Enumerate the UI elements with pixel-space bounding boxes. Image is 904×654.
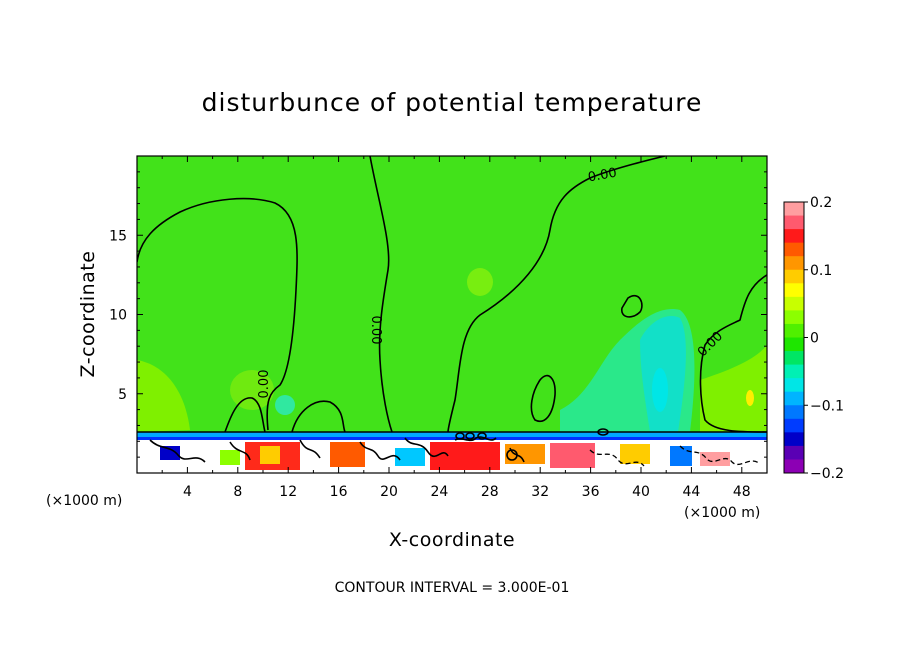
field-blob [220,450,240,465]
colorbar-ticks: 0.2 0.1 0 −0.1 −0.2 [804,195,844,482]
contour-label: 0.00 [587,166,618,186]
x-axis-label: X-coordinate [389,529,515,551]
x-tick-label: 28 [481,484,499,500]
colorbar-swatch [784,229,804,244]
field-blob [395,448,425,466]
colorbar-tick-label: 0 [810,331,819,347]
field-blob [330,442,365,467]
x-tick-label: 8 [233,484,242,500]
x-tick-label: 12 [279,484,297,500]
contour-line [506,449,518,461]
contour-line [589,445,761,467]
contour-line [699,274,767,433]
colorbar-swatch [784,296,804,311]
colorbar-swatch [784,459,804,474]
field-blob [550,443,595,468]
field-blob [260,446,280,464]
colorbar-swatch [784,242,804,257]
contour-interval-note: CONTOUR INTERVAL = 3.000E-01 [335,580,570,596]
colorbar-swatch [784,202,804,217]
contour-line [530,374,556,422]
field-patch [230,370,274,410]
x-tick-label: 40 [632,484,650,500]
contour-line [224,397,266,433]
field-patch [275,395,295,415]
y-axis: 5 10 15 [109,171,767,458]
contour-line [149,436,525,463]
y-axis-label: Z-coordinate [77,251,99,378]
colorbar-swatch [784,391,804,406]
colorbar-swatch [784,323,804,338]
colorbar [783,201,805,474]
field-band [137,437,767,440]
colorbar-swatch [784,432,804,447]
field-patch [746,390,754,406]
field-band [137,432,767,437]
colorbar-tick-label: 0.1 [810,263,832,279]
colorbar-swatch [784,445,804,460]
colorbar-tick-label: −0.2 [810,466,844,482]
y-tick-label: 10 [109,308,127,324]
x-tick-label: 44 [682,484,700,500]
colorbar-swatch [784,405,804,420]
contour-line [455,432,465,440]
colorbar-swatch [784,283,804,298]
colorbar-swatch [784,337,804,352]
colorbar-swatch [784,378,804,393]
field-blob [505,444,545,464]
colorbar-swatch [784,351,804,366]
field-blob [700,452,730,466]
chart-title: disturbunce of potential temperature [202,88,703,117]
plot-area: 0.00 0.00 0.00 0.00 [137,156,767,473]
contour-line [369,156,393,433]
contour-label: 0.00 [368,316,383,345]
field-patch [467,268,493,296]
y-tick-label: 5 [118,387,127,403]
x-tick-label: 36 [582,484,600,500]
colorbar-swatch [784,269,804,284]
contour-line [621,295,643,318]
x-tick-label: 32 [531,484,549,500]
x-tick-label: 16 [330,484,348,500]
y-tick-label: 15 [109,228,127,244]
x-unit-label: (×1000 m) [46,493,122,509]
x-tick-label: 48 [733,484,751,500]
field-patch [700,345,767,432]
colorbar-swatch [784,215,804,230]
field-blob [670,446,692,466]
contour-line [597,428,609,436]
field-patch [137,360,190,432]
x-unit-label-right: (×1000 m) [684,505,760,521]
contour-line [465,432,475,440]
colorbar-swatch [784,418,804,433]
field-blob [620,444,650,464]
colorbar-tick-label: 0.2 [810,195,832,211]
x-axis: 4 8 12 16 20 24 28 32 36 40 44 48 [161,156,751,500]
contour-line [291,400,346,433]
colorbar-swatch [784,256,804,271]
colorbar-tick-label: −0.1 [810,398,844,414]
contour-line [137,197,298,431]
field-patch [652,368,668,412]
x-tick-label: 24 [430,484,448,500]
field-blob [160,446,180,460]
contour-line [477,432,487,440]
colorbar-swatch [784,310,804,325]
field-blob [430,442,500,470]
x-tick-label: 20 [380,484,398,500]
contour-line [447,156,666,433]
x-tick-label: 4 [183,484,192,500]
contour-label: 0.00 [257,370,272,399]
colorbar-swatch [784,364,804,379]
